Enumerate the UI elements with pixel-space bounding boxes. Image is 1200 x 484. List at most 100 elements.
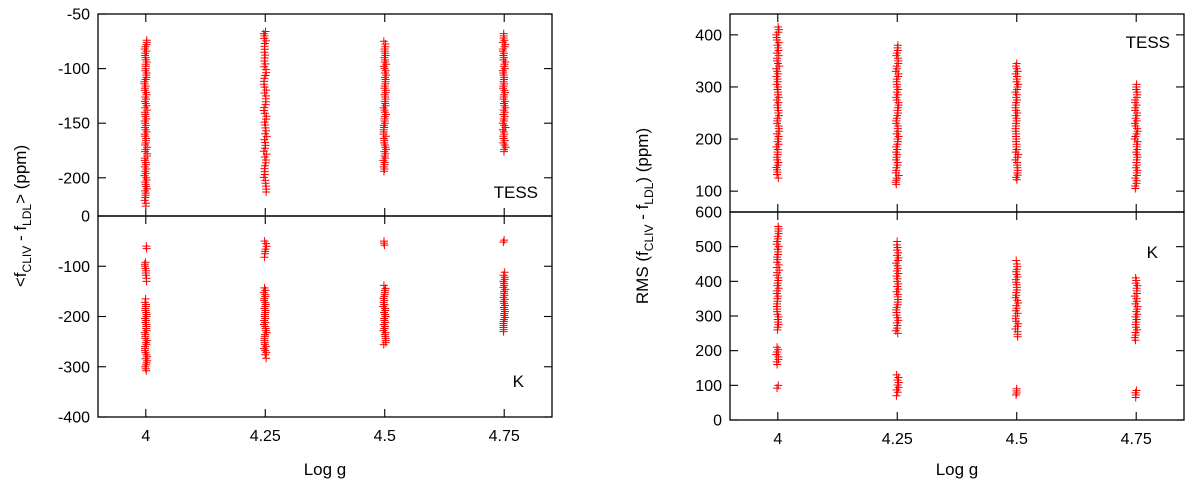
data-point [774, 174, 783, 183]
data-point [1012, 260, 1021, 268]
data-point [260, 330, 269, 339]
data-point [142, 266, 151, 275]
data-point [1012, 59, 1021, 68]
data-point [142, 310, 151, 319]
x-tick-label: 4.5 [374, 428, 396, 445]
data-point [142, 134, 151, 143]
data-point [141, 330, 150, 339]
data-point [1131, 273, 1140, 282]
data-point [143, 336, 152, 345]
data-point [142, 358, 151, 367]
data-point [381, 75, 390, 84]
y-tick-label: 100 [695, 378, 722, 395]
data-point [501, 97, 510, 106]
left-y-axis-title: <fCLIV - fLDL> (ppm) [11, 145, 34, 287]
data-point [140, 44, 149, 53]
data-point [140, 260, 149, 269]
data-point [261, 300, 270, 309]
data-point [141, 75, 150, 84]
y-tick-label: 100 [695, 184, 722, 201]
data-point [380, 147, 389, 156]
y-tick-label: 500 [695, 239, 722, 256]
data-point [380, 44, 389, 53]
panel-right-top: 100 200 300 400 TESS [695, 13, 1185, 213]
data-point [1132, 80, 1141, 89]
data-point [141, 92, 150, 101]
data-point [379, 37, 388, 46]
data-point [381, 86, 390, 95]
data-point [142, 242, 151, 251]
data-point [261, 27, 270, 36]
panel-label: TESS [1126, 33, 1170, 52]
series-points [140, 27, 510, 211]
data-point [380, 308, 389, 317]
series-points [140, 236, 510, 375]
y-tick-label: 200 [695, 343, 722, 360]
data-point [1131, 388, 1140, 397]
data-point [500, 268, 509, 277]
data-point [259, 288, 268, 297]
data-point [382, 145, 391, 154]
y-tick-label: -200 [58, 309, 90, 326]
panel-left-top: -50 -100 -150 -200 TESS [58, 7, 553, 217]
data-point [498, 66, 507, 75]
y-tick-label: 400 [695, 274, 722, 291]
y-tick-label: 600 [695, 205, 722, 222]
y-tick-label: -150 [58, 116, 90, 133]
data-point [499, 238, 508, 247]
x-tick-label: 4 [141, 428, 150, 445]
data-point [500, 73, 509, 82]
data-point [141, 42, 150, 51]
data-point [261, 247, 270, 256]
data-point [260, 237, 269, 246]
data-point [499, 132, 508, 141]
data-point [141, 294, 150, 303]
data-point [141, 338, 150, 347]
data-point [380, 237, 389, 246]
data-point [260, 344, 269, 353]
data-point [1012, 256, 1021, 265]
data-point [260, 283, 269, 292]
left-x-axis-title: Log g [304, 460, 347, 479]
data-point [379, 294, 388, 303]
y-tick-label: 300 [695, 79, 722, 96]
data-point [143, 143, 152, 152]
data-point [140, 328, 149, 337]
y-tick-label: -300 [58, 359, 90, 376]
x-tick-label: 4.5 [1006, 431, 1028, 448]
data-point [773, 343, 782, 352]
y-tick-label: 400 [695, 27, 722, 44]
data-point [260, 304, 269, 313]
data-point [501, 285, 510, 294]
data-point [774, 23, 783, 32]
data-point [499, 49, 508, 58]
data-point [141, 314, 150, 323]
data-point [140, 77, 149, 86]
y-tick-label: 0 [713, 413, 722, 430]
data-point [380, 330, 389, 339]
plot-frame [729, 13, 1185, 213]
data-point [379, 156, 388, 165]
data-point [1012, 384, 1021, 393]
data-point [142, 58, 151, 67]
x-tick-label: 4 [773, 431, 782, 448]
data-point [141, 178, 150, 187]
data-point [774, 222, 783, 231]
data-point [379, 62, 388, 71]
y-tick-label: -50 [67, 7, 90, 24]
data-point [381, 304, 390, 313]
data-point [262, 342, 271, 351]
panel-label: TESS [494, 183, 538, 202]
data-point [379, 121, 388, 130]
data-point [379, 340, 388, 349]
data-point [382, 60, 391, 69]
plot-frame [729, 211, 1185, 421]
right-y-axis-title: RMS (fCLIV - fLDL) (ppm) [633, 128, 656, 304]
y-tick-label: -100 [58, 259, 90, 276]
data-point [500, 101, 509, 110]
data-point [142, 184, 151, 193]
y-tick-label: -100 [58, 61, 90, 78]
data-point [381, 318, 390, 327]
data-point [774, 224, 783, 233]
